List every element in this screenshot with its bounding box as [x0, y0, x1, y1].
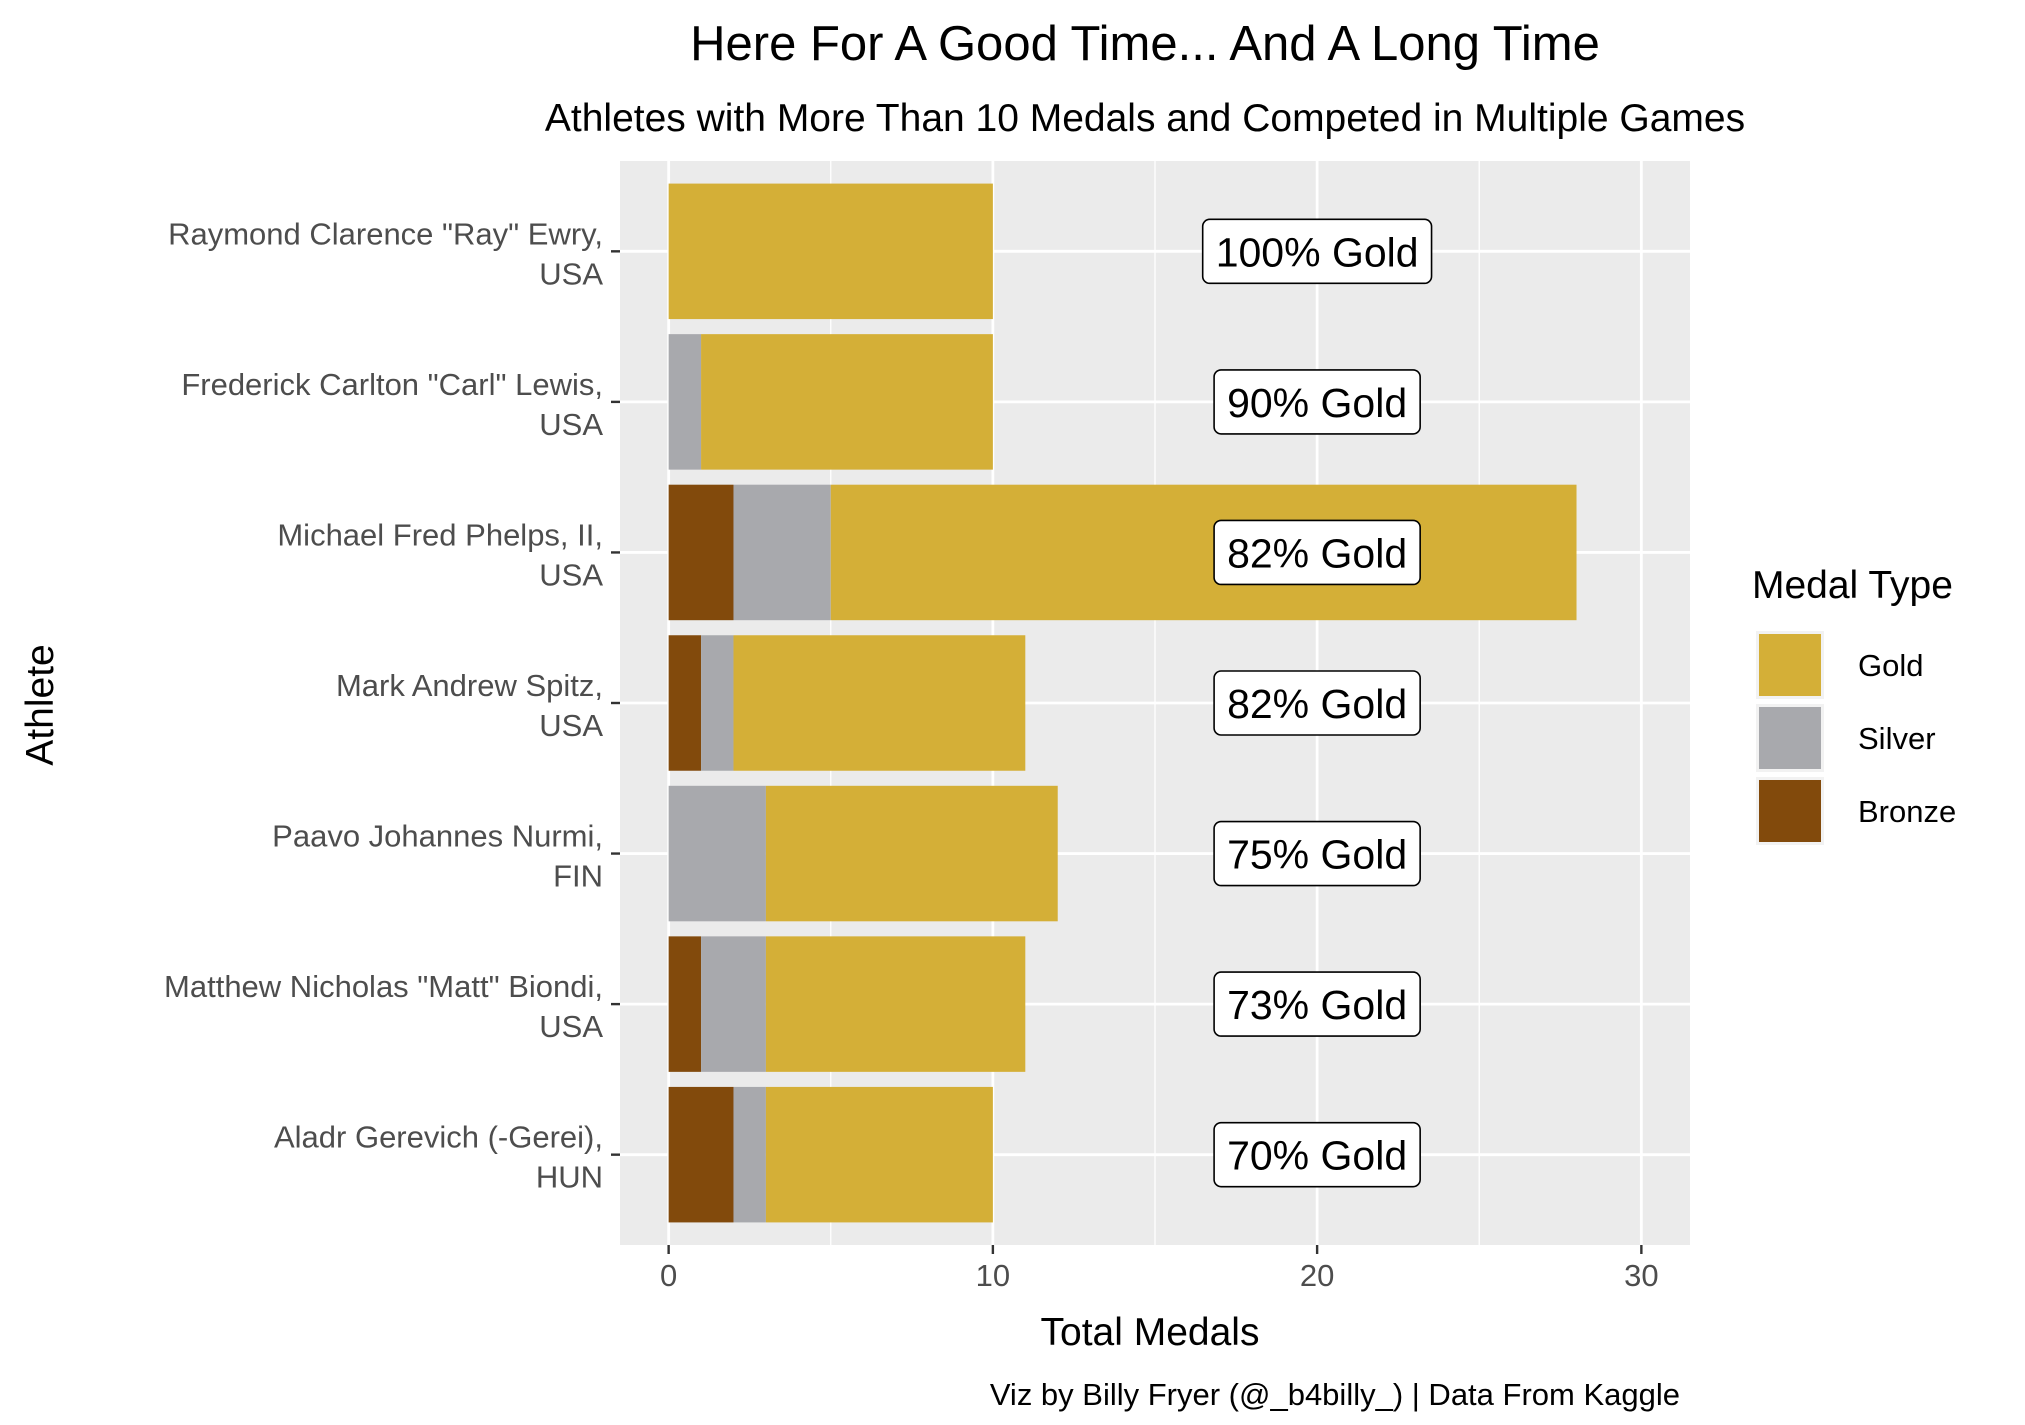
y-tick-label: Matthew Nicholas "Matt" Biondi,	[164, 969, 603, 1004]
chart-subtitle: Athletes with More Than 10 Medals and Co…	[545, 97, 1745, 140]
annotation-text: 90% Gold	[1227, 380, 1407, 426]
annotation-text: 100% Gold	[1216, 229, 1419, 275]
bar-segment-silver	[701, 635, 734, 771]
y-tick-label: USA	[539, 708, 603, 743]
bar-segment-gold	[733, 635, 1026, 771]
annotation-label: 82% Gold	[1213, 670, 1421, 736]
bar-segment-silver	[733, 484, 831, 621]
legend-key-silver	[1759, 707, 1821, 769]
annotation-label: 90% Gold	[1213, 369, 1421, 435]
x-axis: 0 10 20 30	[660, 1245, 1659, 1293]
bar-segment-gold	[830, 484, 1577, 621]
annotation-box	[1213, 971, 1421, 1037]
y-axis-title: Athlete	[19, 644, 62, 765]
annotation-text: 73% Gold	[1227, 982, 1407, 1028]
annotation-text: 82% Gold	[1227, 681, 1407, 727]
legend-items: Gold Silver Bronze	[1756, 631, 1956, 845]
legend-label: Gold	[1858, 648, 1923, 683]
bar-segment-gold	[765, 785, 1058, 922]
y-tick-label: Raymond Clarence "Ray" Ewry,	[168, 216, 603, 251]
legend-title: Medal Type	[1752, 564, 1953, 607]
annotation-box	[1213, 670, 1421, 736]
legend: Medal Type Gold Silver Bronze	[1752, 564, 1956, 845]
legend-key-gold	[1759, 634, 1821, 696]
annotation-label: 75% Gold	[1213, 820, 1421, 887]
annotation-label: 73% Gold	[1213, 971, 1421, 1037]
y-tick-label: Michael Fred Phelps, II,	[277, 517, 603, 552]
y-tick-label: USA	[539, 1009, 603, 1044]
bar-segment-silver	[668, 785, 766, 922]
annotation-box	[1213, 519, 1421, 586]
x-tick-label: 30	[1624, 1258, 1658, 1293]
bar-segment-bronze	[668, 1086, 734, 1223]
annotation-box	[1213, 1121, 1421, 1188]
bar-segment-bronze	[668, 936, 702, 1072]
y-axis: Raymond Clarence "Ray" Ewry, USA Frederick…	[164, 216, 620, 1195]
x-tick-label: 20	[1300, 1258, 1334, 1293]
legend-key-bronze	[1759, 780, 1821, 842]
y-tick-label: Aladr Gerevich (-Gerei),	[274, 1120, 603, 1155]
x-tick-label: 10	[976, 1258, 1010, 1293]
annotation-label: 82% Gold	[1213, 519, 1421, 586]
bar-segment-gold	[765, 1086, 993, 1223]
annotation-box	[1213, 820, 1421, 887]
annotation-box	[1213, 369, 1421, 435]
annotations: 100% Gold 90% Gold 82% Gold 82% Gold 75% Gol…	[1201, 218, 1433, 1188]
chart-title: Here For A Good Time... And A Long Time	[690, 17, 1600, 71]
bar-segment-bronze	[668, 484, 734, 621]
bar-segment-gold	[765, 936, 1026, 1072]
x-tick-label: 0	[660, 1258, 677, 1293]
annotation-text: 70% Gold	[1227, 1133, 1407, 1179]
y-tick-label: Frederick Carlton "Carl" Lewis,	[181, 367, 603, 402]
annotation-box	[1201, 218, 1433, 285]
annotation-text: 82% Gold	[1227, 530, 1407, 576]
bar-segment-silver	[733, 1086, 766, 1223]
y-tick-label: USA	[539, 557, 603, 592]
bar-segment-silver	[701, 936, 766, 1072]
y-tick-label: USA	[539, 407, 603, 442]
x-axis-title: Total Medals	[1041, 1311, 1260, 1354]
y-tick-label: Mark Andrew Spitz,	[336, 668, 603, 703]
y-tick-label: USA	[539, 256, 603, 291]
y-tick-label: HUN	[536, 1160, 603, 1195]
annotation-text: 75% Gold	[1227, 832, 1407, 878]
chart-caption: Viz by Billy Fryer (@_b4billy_) | Data F…	[990, 1377, 1680, 1412]
y-tick-label: FIN	[553, 859, 603, 894]
bar-segment-bronze	[668, 635, 702, 771]
bar-segment-gold	[668, 183, 993, 320]
annotation-label: 70% Gold	[1213, 1121, 1421, 1188]
bar-segment-silver	[668, 334, 702, 470]
y-tick-label: Paavo Johannes Nurmi,	[272, 819, 603, 854]
legend-label: Bronze	[1858, 794, 1956, 829]
bars	[668, 183, 1577, 1223]
bar-segment-gold	[701, 334, 993, 470]
annotation-label: 100% Gold	[1201, 218, 1433, 285]
legend-label: Silver	[1858, 721, 1936, 756]
